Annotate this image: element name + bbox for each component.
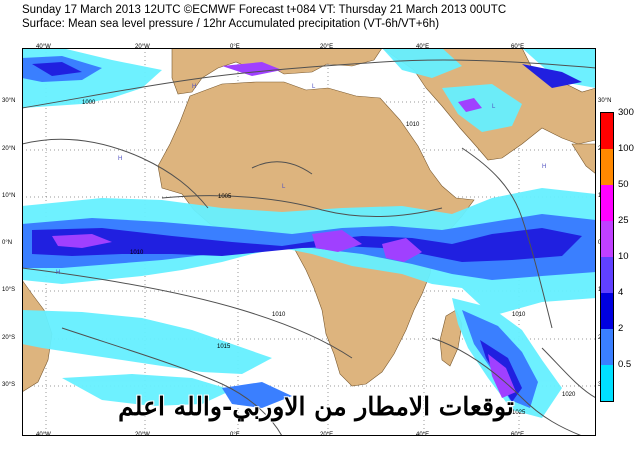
high-pressure-marker: H (542, 164, 546, 170)
lat-label: 0°N (2, 240, 13, 246)
lon-label: 40°E (416, 44, 430, 50)
legend-swatch (601, 149, 613, 185)
arabic-watermark-text: توقعات الامطار من الاوربي-والله اعلم (118, 392, 514, 421)
lat-label: 30°S (2, 382, 16, 388)
lon-label: 20°E (320, 432, 334, 438)
legend-swatch (601, 329, 613, 365)
lon-label: 20°W (135, 432, 150, 438)
lon-label: 0°E (230, 432, 240, 438)
isobar-label: 1005 (218, 194, 232, 200)
legend-tick-label: 100 (618, 143, 634, 154)
lon-label: 20°E (320, 44, 334, 50)
isobar-label: 1025 (512, 410, 526, 416)
legend-swatch (601, 257, 613, 293)
lat-label: 30°N (598, 98, 612, 104)
lon-label: 60°E (511, 432, 525, 438)
lat-label: 20°N (2, 146, 16, 152)
isobar-label: 1010 (272, 312, 286, 318)
legend-tick-label: 10 (618, 251, 629, 262)
lon-label: 60°E (511, 44, 525, 50)
lon-label: 0°E (230, 44, 240, 50)
legend-tick-label: 300 (618, 107, 634, 118)
lon-label: 40°W (36, 432, 51, 438)
isobars (22, 59, 596, 436)
lat-label: 10°N (2, 193, 16, 199)
high-pressure-marker: H (118, 156, 122, 162)
legend-swatch (601, 365, 613, 401)
low-pressure-marker: L (492, 104, 496, 110)
legend-tick-label: 0.5 (618, 359, 632, 370)
lat-label: 10°S (2, 287, 16, 293)
map-frame (22, 48, 596, 436)
map-canvas: 1000 1005 1010 1010 1015 1010 1010 1020 … (22, 48, 596, 436)
chart-title: Sunday 17 March 2013 12UTC ©ECMWF Foreca… (22, 4, 507, 16)
legend-tick-label: 50 (618, 179, 629, 190)
pressure-centres: H H H H L L L (56, 84, 546, 276)
high-pressure-marker: H (56, 270, 60, 276)
chart-subtitle: Surface: Mean sea level pressure / 12hr … (22, 18, 440, 30)
lat-label: 20°S (2, 335, 16, 341)
legend-swatch (601, 185, 613, 221)
legend-swatch (601, 293, 613, 329)
legend-swatch (601, 113, 613, 149)
precipitation-legend (600, 112, 614, 402)
india-land (571, 143, 596, 175)
low-pressure-marker: L (312, 84, 316, 90)
lat-label: 30°N (2, 98, 16, 104)
isobar-label: 1015 (217, 344, 231, 350)
high-pressure-marker: H (192, 84, 196, 90)
isobar-label: 1020 (562, 392, 576, 398)
legend-tick-label: 4 (618, 287, 624, 298)
legend-swatch (601, 221, 613, 257)
lon-label: 40°W (36, 44, 51, 50)
isobar-label: 1010 (406, 122, 420, 128)
isobar-labels: 1000 1005 1010 1010 1015 1010 1010 1020 … (82, 100, 576, 416)
legend-tick-label: 25 (618, 215, 629, 226)
forecast-map: 1000 1005 1010 1010 1015 1010 1010 1020 … (2, 44, 611, 438)
legend-tick-label: 2 (618, 323, 624, 334)
lon-label: 20°W (135, 44, 150, 50)
lon-label: 40°E (416, 432, 430, 438)
isobar-label: 1010 (130, 250, 144, 256)
precipitation-shading (22, 48, 596, 418)
low-pressure-marker: L (282, 184, 286, 190)
isobar-label: 1000 (82, 100, 96, 106)
isobar-label: 1010 (512, 312, 526, 318)
